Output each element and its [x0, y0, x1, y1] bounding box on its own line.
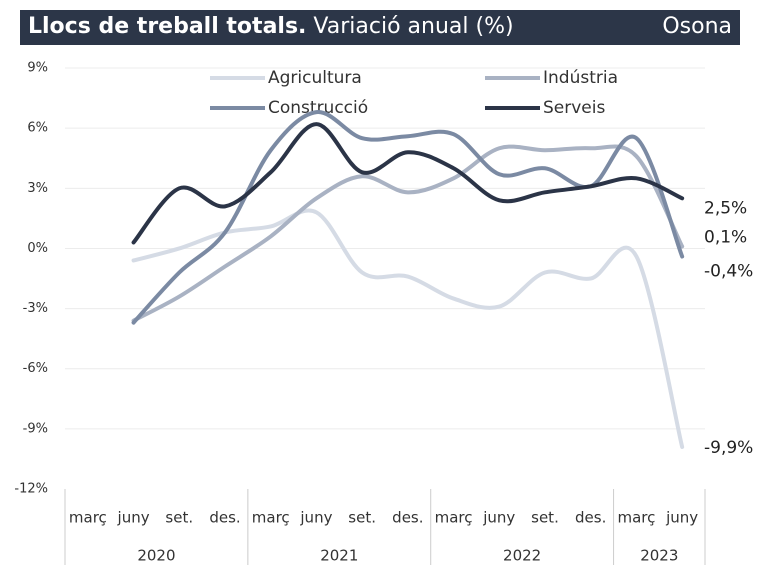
legend-label: Construcció: [268, 98, 368, 118]
x-tick-label: juny: [482, 509, 515, 527]
x-tick-label: set.: [348, 509, 376, 527]
x-group-label: 2020: [137, 547, 175, 565]
y-tick-label: -9%: [23, 421, 48, 436]
legend-label: Serveis: [543, 98, 605, 118]
x-tick-label: des.: [575, 509, 606, 527]
x-group-label: 2023: [640, 547, 678, 565]
y-tick-label: -3%: [23, 301, 48, 316]
x-tick-label: des.: [209, 509, 240, 527]
chart-title: Llocs de treball totals.: [28, 14, 307, 39]
y-tick-label: -6%: [23, 361, 48, 376]
x-tick-label: set.: [165, 509, 193, 527]
x-group-label: 2022: [503, 547, 541, 565]
end-label: 0,1%: [704, 227, 747, 247]
x-tick-label: març: [252, 509, 290, 527]
series-line: [131, 208, 685, 449]
title-bar: Llocs de treball totals. Variació anual …: [20, 10, 740, 45]
end-label: -0,4%: [704, 261, 753, 281]
region: Osona: [662, 14, 732, 39]
end-label: -9,9%: [704, 438, 753, 458]
y-tick-label: 6%: [27, 121, 48, 136]
legend-label: Indústria: [543, 68, 618, 88]
y-tick-label: -12%: [14, 482, 48, 497]
x-tick-label: març: [435, 509, 473, 527]
y-tick-label: 9%: [27, 61, 48, 76]
x-tick-label: març: [69, 509, 107, 527]
y-tick-label: 0%: [27, 241, 48, 256]
x-tick-label: juny: [117, 509, 150, 527]
title-line: Llocs de treball totals. Variació anual …: [28, 14, 514, 39]
chart-subtitle: Variació anual (%): [313, 14, 514, 39]
x-tick-label: juny: [299, 509, 332, 527]
series-line: [131, 110, 685, 325]
series-line: [131, 144, 685, 323]
y-tick-label: 3%: [27, 181, 48, 196]
end-label: 2,5%: [704, 198, 747, 218]
x-tick-label: set.: [531, 509, 559, 527]
x-tick-label: des.: [392, 509, 423, 527]
x-group-label: 2021: [320, 547, 358, 565]
legend-label: Agricultura: [268, 68, 362, 88]
x-tick-label: març: [617, 509, 655, 527]
series-line: [131, 122, 685, 245]
x-tick-label: juny: [665, 509, 698, 527]
